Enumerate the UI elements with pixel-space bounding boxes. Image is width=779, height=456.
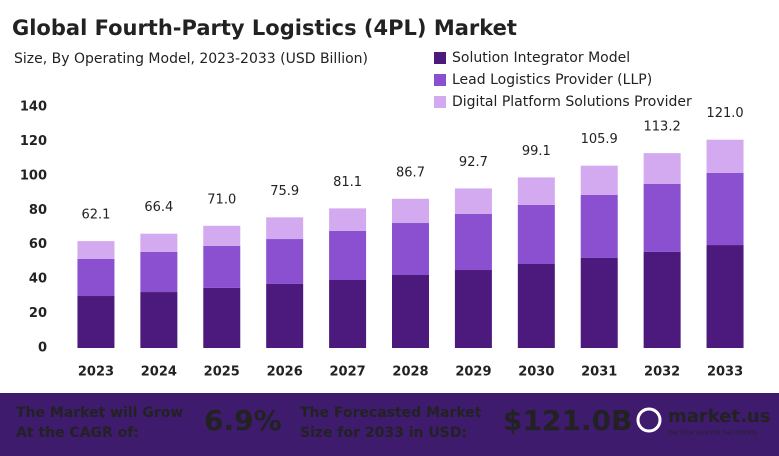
footer-text: At the CAGR of: xyxy=(16,425,139,441)
total-label: 92.7 xyxy=(459,155,488,170)
bar-segment xyxy=(203,225,241,246)
total-label: 99.1 xyxy=(522,144,551,159)
total-label: 75.9 xyxy=(270,184,299,199)
bar-segment xyxy=(517,204,555,264)
total-label: 62.1 xyxy=(81,208,110,223)
x-tick-label: 2027 xyxy=(329,365,365,380)
bar-segment xyxy=(643,251,681,348)
total-label: 105.9 xyxy=(581,132,618,147)
legend-swatch xyxy=(434,96,446,108)
total-label: 86.7 xyxy=(396,165,425,180)
bar-segment xyxy=(643,153,681,184)
legend-swatch xyxy=(434,52,446,64)
brand-tagline: ONE STOP SHOP FOR THE REPORTS xyxy=(668,431,757,437)
legend: Solution Integrator Model Lead Logistics … xyxy=(434,50,692,110)
y-tick-label: 140 xyxy=(20,100,47,115)
bar-segment xyxy=(454,270,492,348)
bar-segment xyxy=(580,165,618,195)
brand-logo xyxy=(636,407,662,433)
footer-text: The Forecasted Market xyxy=(300,405,482,421)
x-tick-label: 2033 xyxy=(707,365,743,380)
legend-label: Solution Integrator Model xyxy=(452,50,630,66)
x-tick-label: 2032 xyxy=(644,365,680,380)
y-tick-label: 20 xyxy=(29,306,47,321)
bar-segment xyxy=(454,213,492,271)
footer-text: Size for 2033 in USD: xyxy=(300,425,467,441)
footer-text: The Market will Grow xyxy=(16,405,183,421)
x-tick-label: 2028 xyxy=(392,365,428,380)
x-tick-label: 2023 xyxy=(78,365,114,380)
bar-segment xyxy=(329,280,367,348)
bar-segment xyxy=(77,241,115,260)
legend-swatch xyxy=(434,74,446,86)
bar-segment xyxy=(203,287,241,348)
footer-cagr: 6.9% xyxy=(204,404,282,437)
footer-forecast: $121.0B xyxy=(503,404,632,437)
total-label: 66.4 xyxy=(144,200,173,215)
bar-segment xyxy=(266,283,304,348)
y-tick-label: 0 xyxy=(38,341,47,356)
legend-label: Digital Platform Solutions Provider xyxy=(452,94,692,110)
x-tick-label: 2026 xyxy=(267,365,303,380)
bar-segment xyxy=(140,292,178,348)
bar-segment xyxy=(580,257,618,348)
bar-segment xyxy=(517,263,555,348)
bar-segment xyxy=(392,223,429,276)
bar-segment xyxy=(140,251,178,293)
bar-segment xyxy=(266,239,304,284)
bar-segment xyxy=(266,217,304,240)
bar-segment xyxy=(140,233,178,252)
chart-title: Global Fourth-Party Logistics (4PL) Mark… xyxy=(12,16,517,40)
total-label: 121.0 xyxy=(706,106,743,121)
y-tick-label: 80 xyxy=(29,203,47,218)
bar-segment xyxy=(580,194,618,258)
bar-segment xyxy=(706,172,744,246)
bar-segment xyxy=(454,188,492,214)
bar-segment xyxy=(517,177,555,205)
y-tick-label: 60 xyxy=(29,237,47,252)
footer-band xyxy=(0,393,779,456)
x-tick-label: 2031 xyxy=(581,365,617,380)
bar-segment xyxy=(203,245,241,288)
bar-segment xyxy=(706,139,744,173)
total-label: 81.1 xyxy=(333,175,362,190)
total-label: 71.0 xyxy=(207,192,236,207)
bar-segment xyxy=(643,183,681,252)
bar-segment xyxy=(706,245,744,348)
y-tick-label: 40 xyxy=(29,272,47,287)
bar-segment xyxy=(329,208,367,231)
x-tick-label: 2030 xyxy=(518,365,554,380)
y-tick-label: 120 xyxy=(20,134,47,149)
chart-subtitle: Size, By Operating Model, 2023-2033 (USD… xyxy=(14,51,368,67)
x-tick-label: 2025 xyxy=(204,365,240,380)
total-label: 113.2 xyxy=(644,120,681,135)
bar-segment xyxy=(392,198,429,224)
legend-label: Lead Logistics Provider (LLP) xyxy=(452,72,652,88)
brand-name: market.us xyxy=(668,406,770,427)
y-tick-label: 100 xyxy=(20,168,47,183)
bar-segment xyxy=(77,296,115,348)
x-tick-label: 2029 xyxy=(455,365,491,380)
bar-segment xyxy=(77,259,115,297)
bar-segment xyxy=(392,275,429,348)
bar-segment xyxy=(329,230,367,281)
x-tick-label: 2024 xyxy=(141,365,177,380)
